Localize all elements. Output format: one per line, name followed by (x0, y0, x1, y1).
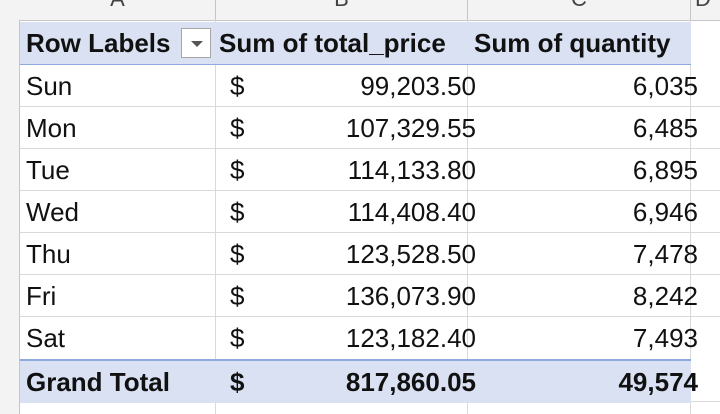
gridline (20, 106, 720, 107)
total-price-cell[interactable]: 99,203.50 (360, 71, 476, 101)
gridline (467, 20, 468, 414)
total-price-cell[interactable]: 123,182.40 (345, 323, 476, 353)
gridline (20, 274, 720, 275)
row-label[interactable]: Thu (26, 239, 71, 269)
grand-total-row: Grand Total $ 817,860.05 49,574 (20, 359, 698, 403)
currency-symbol: $ (230, 155, 245, 185)
quantity-cell[interactable]: 7,478 (632, 239, 698, 269)
table-row: Mon $ 107,329.55 6,485 (20, 107, 698, 149)
dropdown-arrow-icon[interactable] (181, 28, 211, 58)
table-row: Fri $ 136,073.90 8,242 (20, 275, 698, 317)
table-row: Sat $ 123,182.40 7,493 (20, 317, 698, 359)
gridline (215, 20, 216, 414)
quantity-cell[interactable]: 6,485 (632, 113, 698, 143)
column-header-c[interactable]: C (468, 0, 691, 20)
grand-total-price-cell[interactable]: 817,860.05 (345, 367, 476, 397)
total-price-cell[interactable]: 136,073.90 (345, 281, 476, 311)
pivot-table: Row Labels Sum of total_price Sum of qua… (20, 22, 698, 403)
sum-quantity-header[interactable]: Sum of quantity (474, 28, 671, 58)
table-row: Wed $ 114,408.40 6,946 (20, 191, 698, 233)
row-label[interactable]: Wed (26, 197, 79, 227)
table-row: Thu $ 123,528.50 7,478 (20, 233, 698, 275)
grand-total-quantity-cell[interactable]: 49,574 (618, 367, 698, 397)
column-header-a[interactable]: A (20, 0, 216, 20)
currency-symbol: $ (230, 113, 245, 143)
total-price-cell[interactable]: 114,408.40 (347, 197, 476, 227)
row-number-gutter (0, 20, 20, 414)
table-row: Tue $ 114,133.80 6,895 (20, 149, 698, 191)
column-header-b[interactable]: B (216, 0, 468, 20)
row-labels-header[interactable]: Row Labels (26, 28, 171, 58)
gridline (690, 20, 691, 414)
quantity-cell[interactable]: 7,493 (632, 323, 698, 353)
currency-symbol: $ (230, 197, 245, 227)
quantity-cell[interactable]: 6,946 (632, 197, 698, 227)
total-price-cell[interactable]: 114,133.80 (347, 155, 476, 185)
currency-symbol: $ (230, 239, 245, 269)
currency-symbol: $ (230, 323, 245, 353)
quantity-cell[interactable]: 6,035 (632, 71, 698, 101)
gridline (20, 232, 720, 233)
row-label[interactable]: Sun (26, 71, 73, 101)
currency-symbol: $ (230, 281, 245, 311)
column-headers: A B C D (0, 0, 720, 21)
gridline (20, 148, 720, 149)
pivot-header-row: Row Labels Sum of total_price Sum of qua… (20, 22, 691, 65)
table-row: Sun $ 99,203.50 6,035 (20, 65, 698, 107)
currency-symbol: $ (230, 71, 245, 101)
row-label[interactable]: Tue (26, 155, 70, 185)
total-price-cell[interactable]: 123,528.50 (345, 239, 476, 269)
quantity-cell[interactable]: 6,895 (632, 155, 698, 185)
gridline (20, 316, 720, 317)
gridline (20, 190, 720, 191)
sum-total-price-header[interactable]: Sum of total_price (219, 28, 446, 58)
row-label[interactable]: Sat (26, 323, 66, 353)
row-label[interactable]: Mon (26, 113, 77, 143)
quantity-cell[interactable]: 8,242 (632, 281, 698, 311)
total-price-cell[interactable]: 107,329.55 (345, 113, 476, 143)
currency-symbol: $ (230, 367, 245, 397)
column-header-d[interactable]: D (691, 0, 720, 20)
row-label[interactable]: Fri (26, 281, 57, 311)
grand-total-label[interactable]: Grand Total (26, 367, 170, 397)
